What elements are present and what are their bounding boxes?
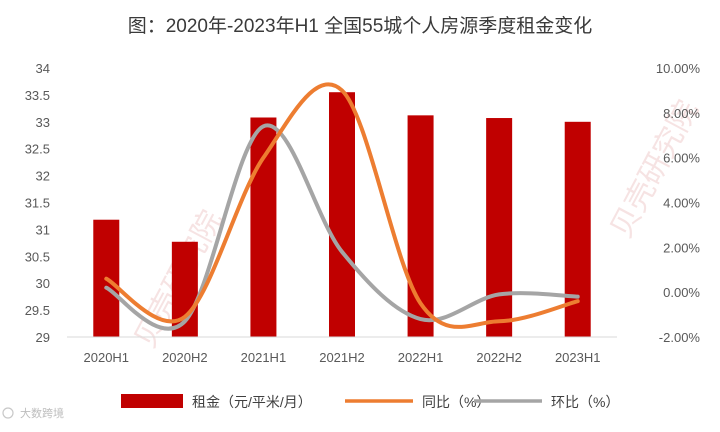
left-tick-label: 34: [36, 61, 50, 76]
x-axis: 2020H1 2020H2 2021H1 2021H2 2022H1 2022H2 2023…: [84, 350, 601, 365]
left-tick-label: 30.5: [25, 249, 50, 264]
right-tick-label: 4.00%: [663, 196, 700, 211]
chart-title: 图：2020年-2023年H1 全国55城个人房源季度租金变化: [128, 15, 593, 37]
legend-swatch-rent: [121, 394, 183, 408]
left-tick-label: 32: [36, 169, 50, 184]
x-tick-label: 2022H2: [476, 350, 522, 365]
x-tick-label: 2020H2: [162, 350, 208, 365]
brand-logo-icon: [2, 407, 14, 419]
left-tick-label: 29: [36, 330, 50, 345]
left-tick-label: 31.5: [25, 196, 50, 211]
right-tick-label: -2.00%: [659, 330, 701, 345]
bar-rent-2021H1: [250, 117, 277, 337]
x-tick-label: 2020H1: [84, 350, 130, 365]
bar-rent-2021H2: [329, 92, 355, 338]
bar-rent-2022H2: [486, 118, 513, 337]
right-axis: -2.00% 0.00% 2.00% 4.00% 6.00% 8.00% 10.00%: [656, 61, 701, 345]
left-tick-label: 33: [36, 115, 50, 130]
left-tick-label: 33.5: [25, 88, 50, 103]
left-tick-label: 31: [36, 222, 50, 237]
x-tick-label: 2023H1: [555, 350, 601, 365]
line-mom: [104, 123, 580, 331]
left-axis: 29 29.5 30 30.5 31 31.5 32 32.5 33 33.5 34: [25, 61, 50, 345]
legend: 租金（元/平米/月） 同比（%） 环比（%）: [121, 394, 619, 410]
x-tick-label: 2021H2: [319, 350, 365, 365]
legend-label-yoy: 同比（%）: [422, 394, 490, 410]
legend-label-rent: 租金（元/平米/月）: [192, 394, 312, 410]
legend-label-mom: 环比（%）: [551, 394, 619, 410]
right-tick-label: 8.00%: [663, 106, 700, 121]
left-tick-label: 32.5: [25, 142, 50, 157]
x-tick-label: 2022H1: [398, 350, 444, 365]
left-tick-label: 30: [36, 276, 50, 291]
right-tick-label: 6.00%: [663, 151, 700, 166]
x-tick-label: 2021H1: [241, 350, 287, 365]
right-tick-label: 0.00%: [663, 285, 700, 300]
right-tick-label: 10.00%: [656, 61, 701, 76]
left-tick-label: 29.5: [25, 303, 50, 318]
bar-series: [93, 92, 591, 338]
line-series: [104, 82, 580, 331]
footer-logo: 大数跨境: [2, 406, 64, 420]
right-tick-label: 2.00%: [663, 240, 700, 255]
line-yoy: [104, 82, 580, 329]
footer-logo-text: 大数跨境: [20, 406, 64, 420]
